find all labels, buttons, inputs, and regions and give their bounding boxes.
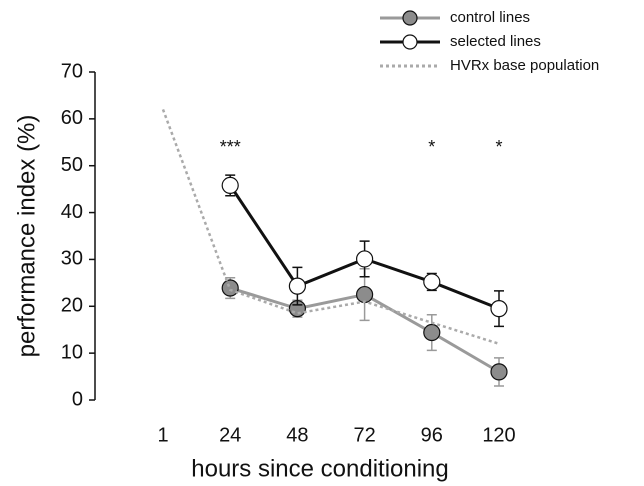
x-tick-label: 96 (421, 424, 443, 446)
y-tick-label: 0 (72, 388, 83, 410)
legend-marker (402, 10, 418, 26)
y-tick-label: 60 (61, 107, 83, 129)
marker (221, 176, 239, 194)
x-tick-label: 72 (353, 424, 375, 446)
y-tick-label: 20 (61, 295, 83, 317)
y-tick-label: 70 (61, 60, 83, 82)
marker (356, 250, 374, 268)
marker (490, 363, 508, 381)
y-tick-label: 30 (61, 248, 83, 270)
series-line (161, 109, 500, 345)
y-tick-label: 40 (61, 201, 83, 223)
marker (288, 277, 306, 295)
legend-marker (402, 34, 418, 50)
x-tick-label: 48 (286, 424, 308, 446)
significance: * (495, 137, 502, 157)
y-axis-title: performance index (%) (13, 115, 40, 358)
y-tick-label: 50 (61, 154, 83, 176)
marker (490, 300, 508, 318)
marker (221, 279, 239, 297)
x-tick-label: 120 (482, 424, 515, 446)
x-tick-label: 24 (219, 424, 241, 446)
x-axis-title: hours since conditioning (191, 455, 449, 482)
legend-label: HVRx base population (450, 57, 599, 74)
y-tick-label: 10 (61, 341, 83, 363)
legend-label: control lines (450, 9, 530, 26)
legend-label: selected lines (450, 33, 541, 50)
x-tick-label: 1 (157, 424, 168, 446)
marker (423, 273, 441, 291)
marker (423, 323, 441, 342)
significance: *** (220, 137, 241, 157)
marker (356, 285, 374, 304)
significance: * (428, 137, 435, 157)
